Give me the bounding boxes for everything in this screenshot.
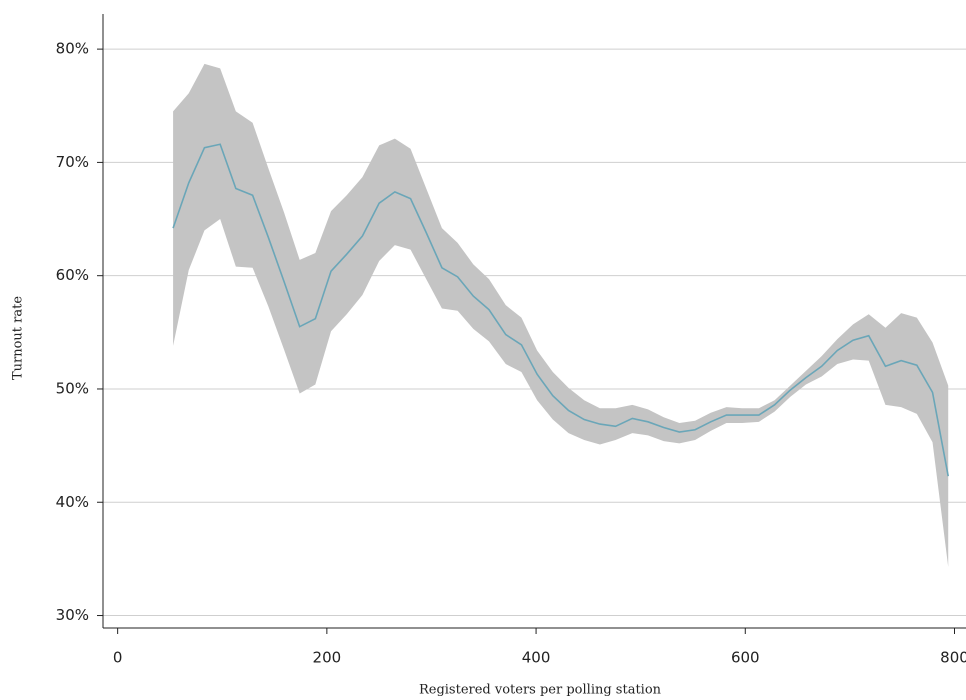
x-tick-label: 0 xyxy=(113,649,123,667)
y-axis-label: Turnout rate xyxy=(11,296,26,380)
y-tick-label: 70% xyxy=(56,153,89,171)
x-tick-label: 400 xyxy=(522,649,551,667)
y-tick-label: 80% xyxy=(56,40,89,58)
confidence-band xyxy=(173,63,949,567)
y-tick-label: 60% xyxy=(56,266,89,284)
x-tick-label: 800 xyxy=(940,649,966,667)
y-tick-label: 50% xyxy=(56,379,89,397)
x-tick-label: 600 xyxy=(731,649,760,667)
y-tick-label: 30% xyxy=(56,606,89,624)
x-tick-label: 200 xyxy=(313,649,342,667)
y-tick-label: 40% xyxy=(56,493,89,511)
x-axis-label: Registered voters per polling station xyxy=(419,683,662,698)
mean-line xyxy=(172,143,950,477)
